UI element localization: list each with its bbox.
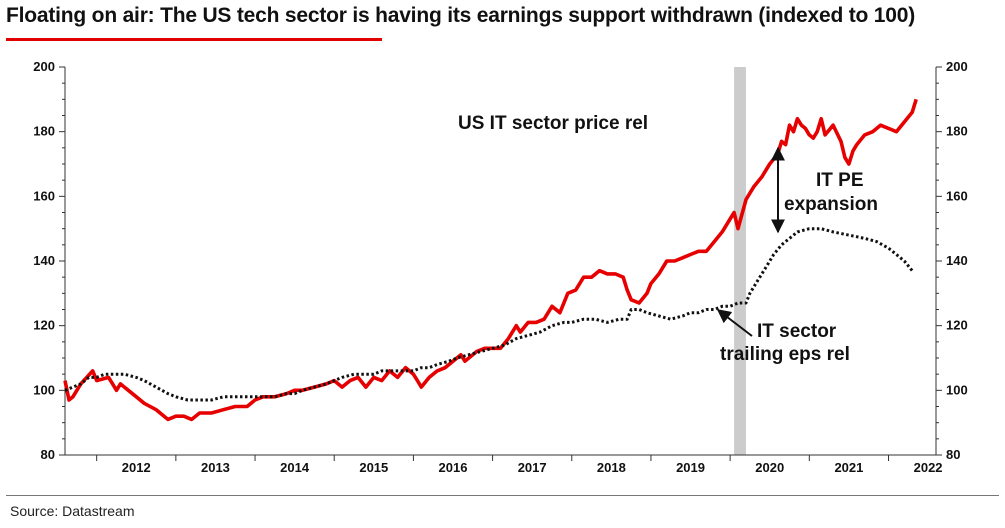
eps-pointer-arrow: [716, 309, 753, 337]
price-rel-series-line: [63, 98, 918, 422]
x-tick-label: 2020: [755, 460, 784, 475]
left-y-tick-label: 200: [33, 59, 55, 74]
annotation-pe-line1: IT PE: [816, 170, 864, 191]
left-y-tick-label: 80: [41, 447, 55, 462]
left-y-tick-label: 140: [33, 253, 55, 268]
x-tick-label: 2017: [518, 460, 547, 475]
chart-title: Floating on air: The US tech sector is h…: [6, 4, 916, 27]
x-tick-label: 2012: [122, 460, 151, 475]
right-y-tick-label: 200: [946, 59, 968, 74]
left-y-tick-label: 160: [33, 188, 55, 203]
x-tick-label: 2014: [280, 460, 310, 475]
left-y-tick-label: 180: [33, 124, 55, 139]
shaded-period: [734, 67, 746, 455]
right-y-tick-label: 80: [946, 447, 960, 462]
annotation-eps-line1: IT sector: [757, 321, 837, 342]
line-chart: 80 100 120 140 160 180 200 80 100 120 140 160 180 200…: [33, 59, 968, 475]
right-y-tick-label: 180: [946, 124, 968, 139]
left-y-tick-label: 120: [33, 318, 55, 333]
footer-divider: [6, 495, 999, 496]
title-underline: [6, 38, 382, 41]
right-y-tick-label: 160: [946, 188, 968, 203]
x-tick-label: 2016: [439, 460, 468, 475]
annotation-price-label: US IT sector price rel: [458, 113, 648, 134]
eps-rel-series-line: [64, 227, 914, 402]
x-tick-label: 2021: [834, 460, 863, 475]
x-tick-label: 2013: [201, 460, 230, 475]
right-y-tick-label: 100: [946, 382, 968, 397]
annotation-pe-line2: expansion: [784, 194, 878, 215]
annotation-eps-line2: trailing eps rel: [720, 344, 850, 365]
x-tick-label: 2022: [914, 460, 943, 475]
right-y-tick-label: 140: [946, 253, 968, 268]
left-y-tick-label: 100: [33, 382, 55, 397]
x-tick-label: 2018: [597, 460, 626, 475]
source-note: Source: Datastream: [10, 503, 135, 519]
x-tick-label: 2015: [359, 460, 388, 475]
x-tick-label: 2019: [676, 460, 705, 475]
right-y-tick-label: 120: [946, 318, 968, 333]
